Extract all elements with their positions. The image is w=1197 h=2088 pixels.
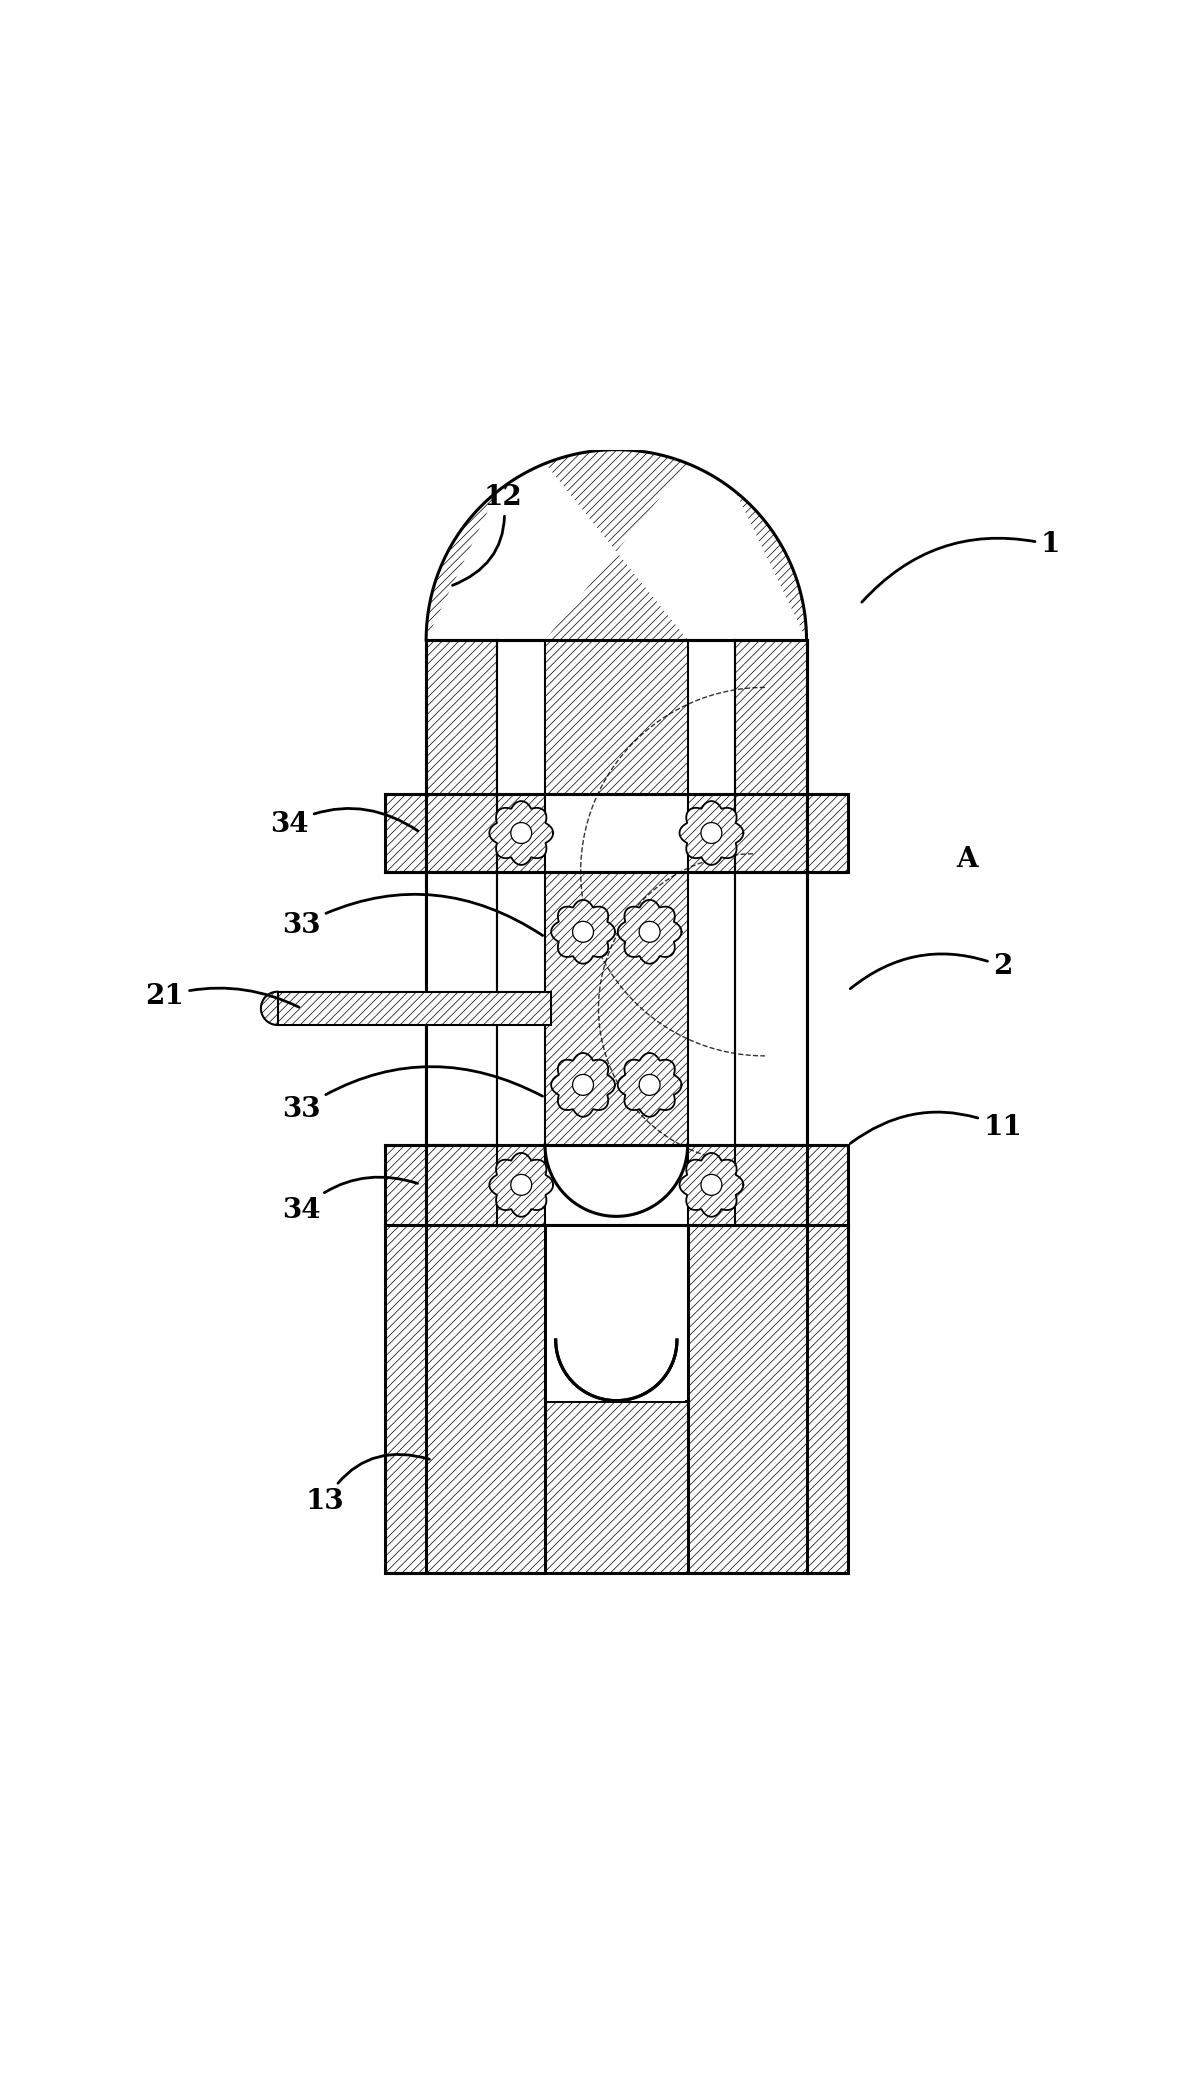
Text: 21: 21: [145, 983, 299, 1011]
Bar: [384, 1226, 545, 1572]
Bar: [545, 1401, 687, 1572]
Circle shape: [639, 921, 660, 942]
Text: 2: 2: [850, 954, 1013, 990]
Bar: [278, 992, 551, 1025]
Circle shape: [701, 1173, 722, 1194]
Text: 33: 33: [282, 894, 542, 940]
Polygon shape: [551, 1052, 615, 1117]
Bar: [426, 639, 498, 793]
Circle shape: [572, 1075, 594, 1096]
Bar: [384, 1144, 849, 1226]
Text: 12: 12: [452, 484, 523, 585]
Bar: [498, 639, 545, 793]
Bar: [384, 793, 545, 871]
Bar: [545, 1144, 687, 1226]
Text: 11: 11: [850, 1113, 1022, 1144]
Polygon shape: [618, 900, 681, 965]
Bar: [384, 1144, 545, 1226]
Circle shape: [572, 921, 594, 942]
Text: A: A: [956, 846, 978, 873]
Polygon shape: [490, 802, 553, 864]
Circle shape: [639, 1075, 660, 1096]
Polygon shape: [680, 802, 743, 864]
Bar: [278, 992, 551, 1025]
Bar: [384, 1226, 545, 1572]
Bar: [426, 639, 498, 793]
Bar: [545, 871, 687, 1144]
Bar: [687, 793, 849, 871]
Polygon shape: [618, 1052, 681, 1117]
Bar: [545, 639, 687, 793]
Text: 13: 13: [305, 1455, 430, 1516]
Text: 33: 33: [282, 1067, 542, 1123]
Bar: [384, 1144, 545, 1226]
Bar: [687, 1144, 849, 1226]
Bar: [687, 793, 849, 871]
Circle shape: [261, 992, 294, 1025]
Bar: [735, 639, 807, 793]
Text: 34: 34: [282, 1178, 418, 1224]
Bar: [545, 639, 687, 793]
Bar: [687, 1226, 849, 1572]
Polygon shape: [545, 1144, 687, 1217]
Bar: [687, 1144, 849, 1226]
Bar: [384, 793, 849, 871]
Bar: [545, 1226, 687, 1401]
Bar: [687, 639, 735, 793]
Bar: [545, 1401, 687, 1572]
Text: 1: 1: [862, 530, 1059, 601]
Polygon shape: [490, 1153, 553, 1217]
Polygon shape: [551, 900, 615, 965]
Bar: [384, 793, 545, 871]
Circle shape: [511, 1173, 531, 1194]
Polygon shape: [680, 1153, 743, 1217]
Circle shape: [511, 823, 531, 844]
Bar: [545, 871, 687, 1144]
Bar: [735, 639, 807, 793]
Bar: [426, 871, 498, 1144]
Text: 34: 34: [271, 808, 418, 837]
Bar: [278, 992, 551, 1025]
Bar: [735, 871, 807, 1144]
Circle shape: [701, 823, 722, 844]
Bar: [547, 1226, 685, 1401]
Bar: [545, 793, 687, 871]
Bar: [687, 1226, 849, 1572]
